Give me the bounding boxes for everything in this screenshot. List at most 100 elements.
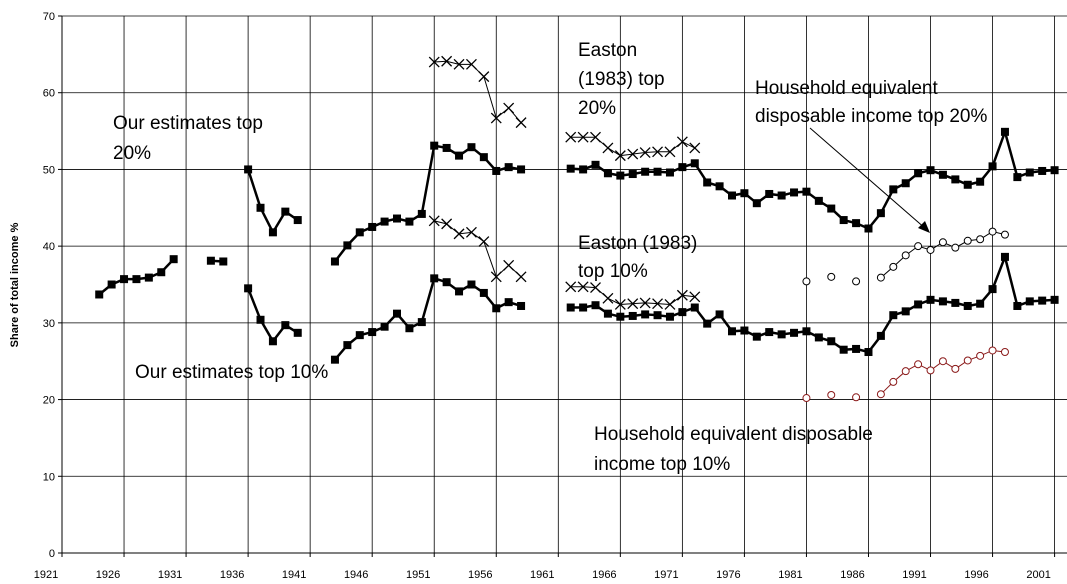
square-marker xyxy=(653,167,662,176)
x-marker xyxy=(441,218,453,230)
annotation: income top 10% xyxy=(594,454,730,475)
x-marker xyxy=(565,281,577,293)
x-marker xyxy=(652,298,664,310)
square-marker xyxy=(281,207,290,216)
circle-marker xyxy=(988,346,997,355)
square-marker xyxy=(293,216,302,225)
circle-marker xyxy=(802,394,811,403)
square-marker xyxy=(343,341,352,350)
square-marker xyxy=(95,290,104,299)
square-marker xyxy=(405,217,414,226)
x-marker xyxy=(478,71,490,83)
square-marker xyxy=(752,332,761,341)
square-marker xyxy=(641,310,650,319)
circle-marker xyxy=(951,364,960,373)
square-marker xyxy=(728,191,736,200)
square-marker xyxy=(1025,168,1034,177)
square-marker xyxy=(951,298,960,307)
square-marker xyxy=(728,327,736,336)
square-marker xyxy=(765,328,774,337)
x-marker xyxy=(503,259,515,271)
x-marker xyxy=(614,298,626,310)
x-tick-label: 1996 xyxy=(964,569,988,581)
y-axis-label: Share of total income % xyxy=(9,222,21,347)
annotation: Our estimates top xyxy=(113,113,263,134)
x-tick-label: 1991 xyxy=(902,569,926,581)
circle-marker xyxy=(988,227,997,236)
x-marker xyxy=(639,147,651,159)
square-marker xyxy=(889,311,898,320)
x-marker xyxy=(515,271,527,283)
square-marker xyxy=(430,141,439,150)
circle-marker xyxy=(876,273,885,282)
x-marker xyxy=(465,58,477,70)
square-marker xyxy=(268,228,277,237)
circle-marker xyxy=(1000,230,1009,239)
square-marker xyxy=(591,301,600,310)
series-layer xyxy=(95,55,1059,403)
circle-marker xyxy=(963,356,972,365)
square-marker xyxy=(740,326,749,335)
circle-marker xyxy=(963,236,972,245)
square-marker xyxy=(901,179,910,188)
square-marker xyxy=(1000,127,1009,136)
square-marker xyxy=(219,257,228,266)
x-marker xyxy=(590,131,601,143)
square-marker xyxy=(405,324,414,333)
square-marker xyxy=(926,166,935,175)
x-marker xyxy=(639,297,651,309)
annotation: disposable income top 20% xyxy=(755,106,987,127)
square-marker xyxy=(343,241,352,250)
x-marker xyxy=(652,146,664,158)
square-marker xyxy=(814,196,823,205)
square-marker xyxy=(914,300,923,309)
circle-marker xyxy=(976,235,985,244)
square-marker xyxy=(827,204,836,213)
square-marker xyxy=(591,160,600,169)
circle-marker xyxy=(926,245,935,254)
square-marker xyxy=(355,228,364,237)
square-marker xyxy=(281,321,290,330)
x-marker xyxy=(590,282,601,294)
square-marker xyxy=(393,309,401,318)
x-marker xyxy=(689,142,701,154)
x-tick-label: 1956 xyxy=(468,569,492,581)
circle-marker xyxy=(827,272,836,281)
square-marker xyxy=(678,308,687,317)
square-marker xyxy=(492,304,501,313)
square-marker xyxy=(517,301,526,310)
y-tick-label: 10 xyxy=(43,471,55,483)
x-marker xyxy=(441,55,453,67)
x-marker xyxy=(428,215,440,227)
square-marker xyxy=(1050,166,1059,175)
square-marker xyxy=(616,171,625,180)
square-marker xyxy=(479,153,488,162)
annotation: Household equivalent disposable xyxy=(594,424,873,445)
square-marker xyxy=(206,256,215,265)
square-marker xyxy=(368,328,377,337)
x-tick-label: 1971 xyxy=(654,569,678,581)
x-marker xyxy=(490,112,502,124)
square-marker xyxy=(380,322,389,331)
square-marker xyxy=(132,275,141,284)
annotation-arrow xyxy=(809,127,927,230)
square-marker xyxy=(628,170,637,179)
square-marker xyxy=(417,209,426,218)
square-marker xyxy=(876,209,885,218)
x-marker xyxy=(465,226,477,238)
x-marker xyxy=(676,136,688,148)
annotation: Easton (1983) xyxy=(578,233,697,254)
square-marker xyxy=(814,333,823,342)
circle-marker xyxy=(926,366,935,375)
x-marker xyxy=(676,289,688,301)
square-marker xyxy=(368,222,377,231)
square-marker xyxy=(504,163,513,172)
x-tick-label: 1981 xyxy=(778,569,802,581)
x-marker xyxy=(577,281,589,293)
y-tick-label: 20 xyxy=(43,395,55,407)
square-marker xyxy=(641,167,650,176)
y-tick-label: 50 xyxy=(43,164,55,176)
x-marker xyxy=(689,291,701,303)
square-marker xyxy=(715,182,724,191)
x-tick-label: 1941 xyxy=(282,569,306,581)
